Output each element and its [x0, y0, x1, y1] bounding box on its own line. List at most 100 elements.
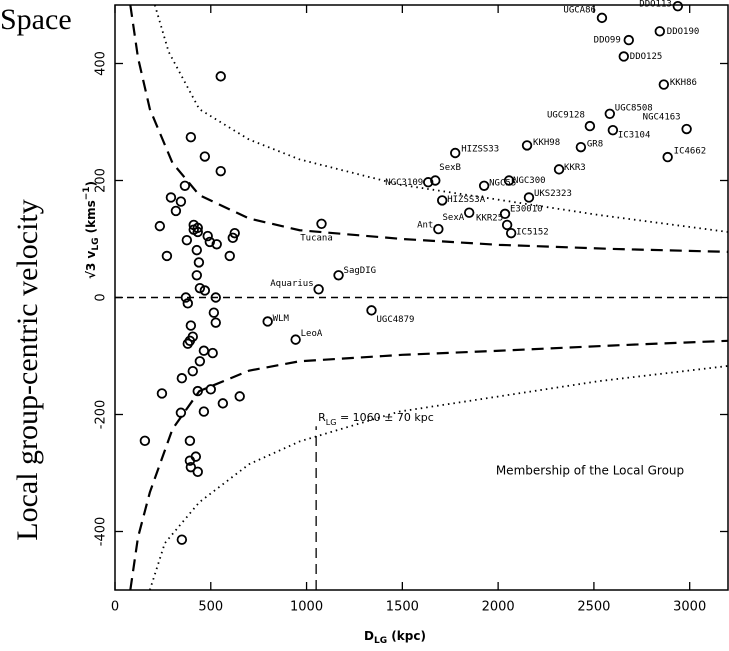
galaxy-point	[450, 147, 461, 159]
galaxy-label: SexB	[439, 163, 461, 173]
galaxy-label: UGCA86	[563, 5, 596, 15]
radius-label-sub: LG	[326, 418, 337, 427]
y-label-sub: LG	[91, 238, 101, 251]
galaxy-point	[199, 151, 211, 162]
galaxy-label: IC5152	[516, 228, 549, 238]
galaxy-point	[262, 316, 273, 327]
galaxy-point	[193, 257, 205, 268]
galaxy-point	[202, 230, 213, 242]
x-tick-label: 1500	[386, 600, 419, 615]
galaxy-point	[224, 250, 235, 262]
galaxy-point	[436, 195, 448, 206]
galaxy-point	[156, 388, 168, 399]
galaxy-point	[575, 141, 587, 153]
galaxy-label: Tucana	[300, 233, 333, 243]
galaxy-label: NGC300	[513, 176, 546, 186]
galaxy-point	[316, 218, 327, 229]
galaxy-label: SagDIG	[344, 266, 377, 276]
galaxy-point	[227, 232, 239, 244]
galaxy-point	[191, 244, 202, 256]
galaxy-label: UGC4879	[377, 315, 415, 325]
galaxy-point	[313, 284, 324, 295]
galaxy-label: SexA	[443, 213, 465, 223]
galaxy-point	[208, 307, 220, 318]
x-label-text: D	[364, 629, 374, 643]
galaxy-point	[211, 239, 222, 250]
galaxy-point	[658, 79, 670, 90]
y-tick-label: -200	[94, 400, 109, 430]
galaxy-point	[161, 250, 173, 262]
galaxy-point	[205, 384, 216, 395]
galaxy-point	[181, 234, 193, 246]
galaxy-point	[501, 219, 513, 231]
galaxy-label: DDO99	[594, 36, 621, 46]
x-axis-label: DLG (kpc)	[364, 629, 426, 646]
x-tick-label: 2500	[577, 600, 610, 615]
galaxy-label: KKR3	[564, 163, 586, 173]
galaxy-point	[523, 192, 535, 203]
galaxy-label: DDO125	[630, 52, 663, 62]
y-tick-label: 400	[94, 51, 109, 76]
galaxy-point	[499, 208, 511, 220]
galaxy-point	[584, 120, 596, 132]
galaxy-label: HIZSS33	[461, 145, 499, 155]
galaxy-label: KKR25	[476, 213, 503, 223]
x-tick-label: 1000	[290, 600, 323, 615]
y-label-end: )	[84, 181, 98, 186]
galaxy-point	[176, 373, 188, 384]
x-tick-label: 2000	[482, 600, 515, 615]
galaxy-label: Ant	[417, 221, 433, 231]
galaxy-point	[433, 223, 444, 235]
galaxy-point	[553, 164, 565, 175]
galaxy-point	[154, 220, 166, 232]
galaxy-point	[623, 34, 634, 46]
galaxy-label: HIZSS3A	[447, 195, 486, 205]
x-tick-label: 0	[111, 600, 119, 615]
galaxy-point	[198, 406, 210, 417]
outer-y-label: Local group-centric velocity	[11, 199, 44, 541]
galaxy-point	[192, 226, 203, 238]
galaxy-point	[184, 435, 196, 447]
galaxy-label: DDO113	[639, 0, 672, 10]
radius-label: RLG = 1060 ± 70 kpc	[318, 411, 434, 427]
galaxy-point	[175, 196, 187, 207]
y-label-unit: (kms	[84, 200, 98, 237]
galaxy-point	[191, 270, 202, 281]
galaxy-point	[478, 180, 490, 191]
galaxy-point	[187, 366, 198, 377]
galaxy-label: LeoA	[301, 329, 323, 339]
galaxy-label: DDO190	[667, 27, 700, 37]
galaxy-label: UKS2323	[534, 189, 572, 199]
galaxy-point	[185, 320, 197, 331]
galaxy-point	[662, 151, 673, 163]
galaxy-point	[430, 175, 441, 186]
model-curve	[153, 5, 728, 233]
model-curve	[129, 339, 728, 590]
galaxy-point	[604, 108, 616, 120]
galaxy-label: E30010	[510, 204, 543, 214]
galaxy-point	[185, 132, 197, 143]
galaxy-point	[521, 140, 533, 151]
galaxy-point	[194, 282, 206, 294]
galaxy-label: GR8	[587, 140, 603, 150]
galaxy-point	[185, 461, 197, 473]
galaxy-point	[176, 534, 188, 545]
galaxy-point	[165, 192, 177, 203]
galaxy-point	[139, 435, 151, 447]
galaxy-point	[366, 305, 377, 316]
galaxy-point	[182, 298, 193, 309]
galaxy-label: NGC3109	[385, 178, 423, 188]
galaxy-point	[618, 51, 629, 62]
y-label-sup: −1	[82, 186, 92, 200]
galaxy-point	[207, 347, 218, 359]
y-label-text: √3 v	[84, 251, 98, 280]
galaxy-point	[204, 236, 216, 248]
galaxy-point	[290, 334, 301, 345]
galaxy-label: WLM	[273, 314, 290, 324]
model-curve	[129, 5, 728, 253]
galaxy-label: UGC9128	[547, 111, 585, 121]
x-tick-label: 500	[198, 600, 223, 615]
galaxy-label: KKH86	[670, 78, 697, 88]
x-label-sub: LG	[374, 636, 387, 646]
